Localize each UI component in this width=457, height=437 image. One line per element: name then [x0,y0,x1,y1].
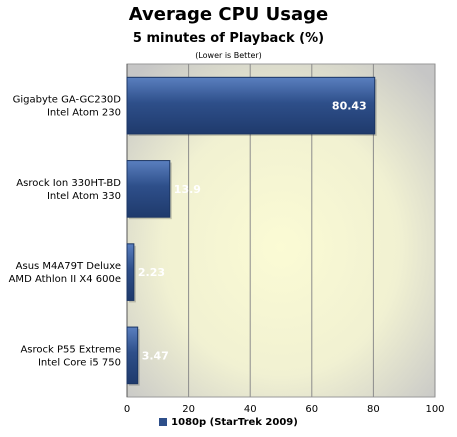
category-label: Asrock Ion 330HT-BD [16,178,121,189]
chart-note: (Lower is Better) [195,51,262,60]
category-label: Asus M4A79T Deluxe [16,261,121,272]
category-label: Intel Atom 230 [47,108,121,119]
category-label: AMD Athlon II X4 600e [9,274,121,285]
legend-swatch [159,418,168,426]
chart-subtitle: 5 minutes of Playback (%) [132,31,325,46]
x-tick-label: 0 [124,404,130,415]
chart-legend: 1080p (StarTrek 2009) [0,417,457,428]
category-label: Intel Core i5 750 [38,357,121,368]
legend-label: 1080p (StarTrek 2009) [171,417,298,428]
bar [126,160,171,218]
x-tick-label: 80 [367,404,380,415]
x-tick-label: 60 [305,404,318,415]
category-label: Asrock P55 Extreme [20,344,121,355]
bar [126,326,139,385]
bar-value-label: 13.9 [174,183,201,196]
bar-value-label: 80.43 [332,100,367,113]
bar-value-label: 2.23 [138,266,165,279]
category-label: Intel Atom 330 [47,191,121,202]
bar [126,76,376,135]
chart-title: Average CPU Usage [128,4,329,25]
category-label: Gigabyte GA-GC230D [13,95,122,106]
x-tick-label: 100 [425,404,444,415]
bar [126,243,135,301]
x-tick-label: 20 [182,404,195,415]
bar-value-label: 3.47 [142,349,169,362]
x-tick-label: 40 [244,404,257,415]
